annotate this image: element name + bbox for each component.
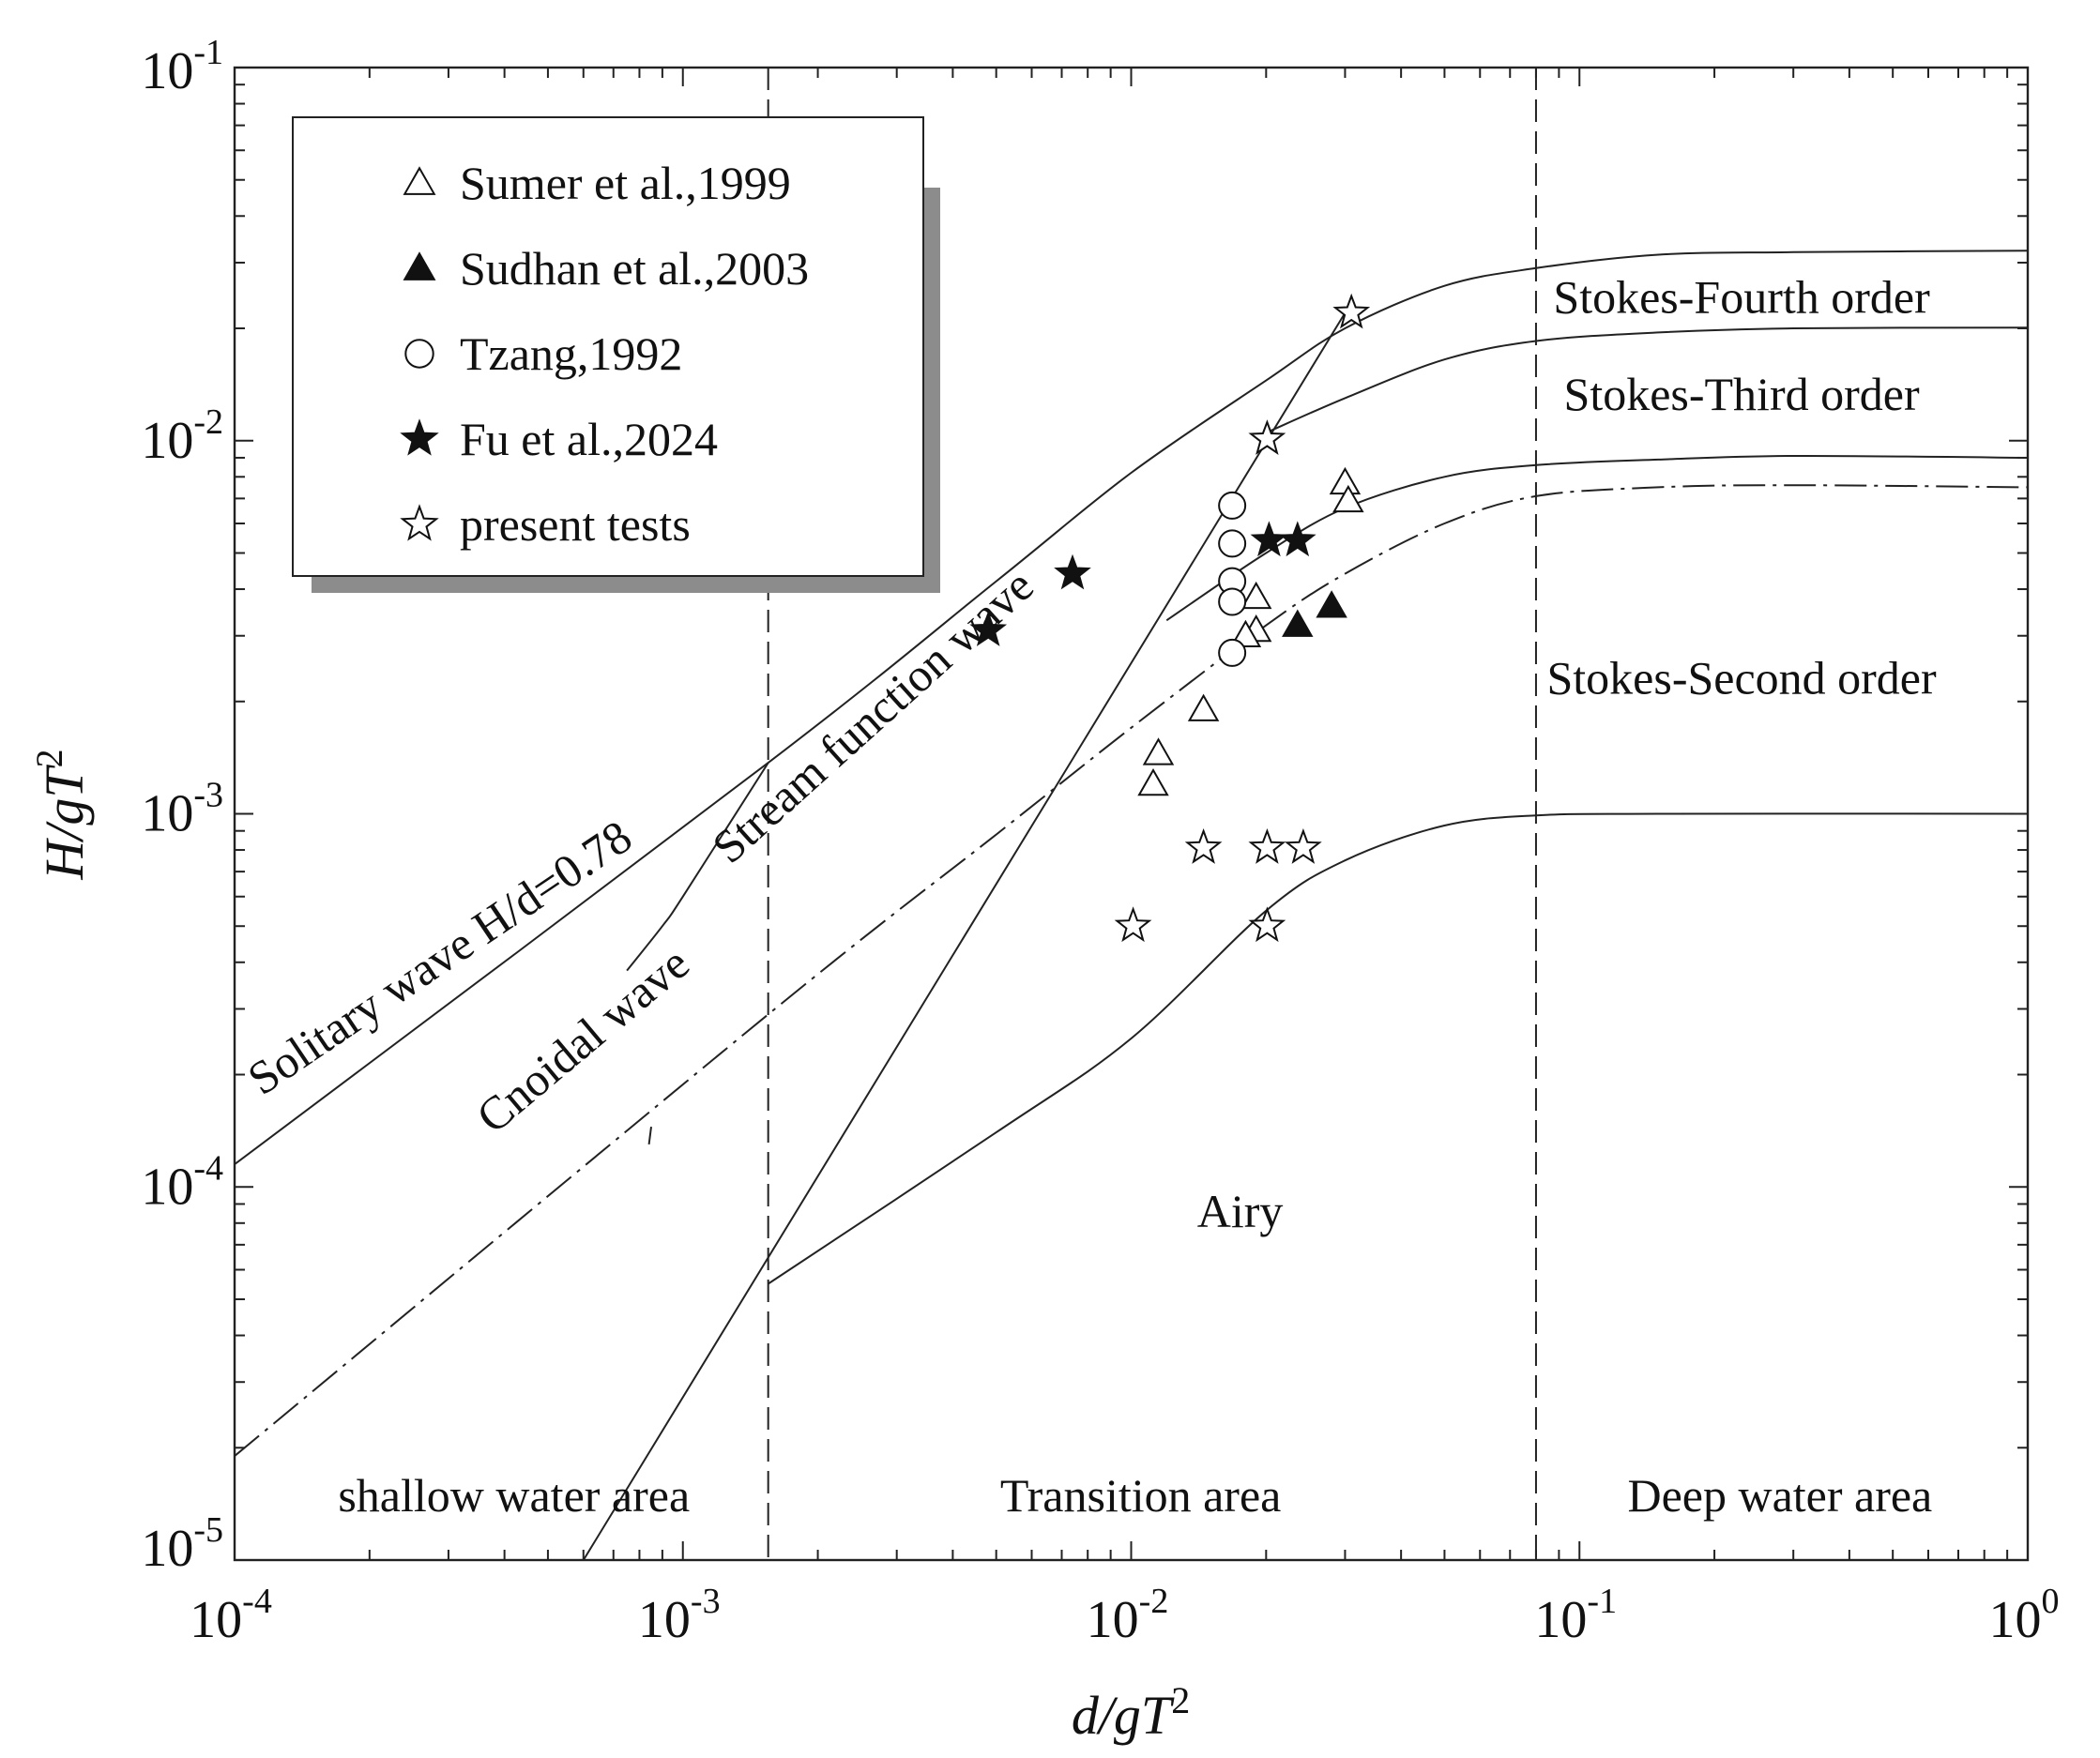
point-present-tests-2	[1184, 828, 1223, 864]
x-axis-label-sup: 2	[1171, 1679, 1190, 1721]
legend-label: present tests	[460, 498, 691, 551]
series-fu-et-al-2024	[969, 521, 1316, 646]
point-present-tests-0	[1332, 293, 1371, 329]
annotation-cnoidal-wave: Cnoidal wave	[466, 936, 699, 1144]
legend-entries: Sumer et al.,1999 Sudhan et al.,2003 Tzang…	[400, 157, 809, 551]
annotation-stokes-third-order: Stokes-Third order	[1564, 368, 1920, 420]
curve-stokes-second-airy-boundary	[768, 812, 2028, 1285]
legend-marker-fu-et-al-2024	[400, 418, 439, 456]
legend-label: Sudhan et al.,2003	[460, 242, 809, 295]
y-tick-label-0: 10-5	[141, 1510, 223, 1578]
point-fu-et-al-2024-2	[1250, 521, 1288, 557]
x-tick-label-3: 10-1	[1534, 1582, 1617, 1649]
x-tick-label-4: 100	[1989, 1582, 2060, 1649]
legend-item-sudhan-et-al-2003: Sudhan et al.,2003	[403, 242, 809, 295]
point-present-tests-6	[1248, 906, 1286, 943]
legend-marker-present-tests	[400, 504, 439, 541]
annotation-shallow-water-area: shallow water area	[338, 1469, 690, 1522]
legend-label: Tzang,1992	[460, 327, 682, 380]
series-tzang-1992	[1218, 491, 1247, 667]
boundary-lines-layer	[767, 68, 1537, 1560]
y-tick-label-1: 10-4	[141, 1148, 223, 1216]
point-sumer-et-al-1999-1	[1332, 484, 1364, 513]
point-tzang-1992-0	[1218, 491, 1247, 520]
curve-cnoidal-upper-segment	[626, 762, 769, 972]
series-sudhan-et-al-2003	[1282, 590, 1347, 637]
legend-item-fu-et-al-2024: Fu et al.,2024	[400, 413, 718, 465]
point-sudhan-et-al-2003-1	[1316, 590, 1347, 618]
legend-box	[292, 116, 924, 577]
legend: Sumer et al.,1999 Sudhan et al.,2003 Tzang…	[292, 116, 940, 593]
y-axis-label-sup: 2	[28, 749, 70, 767]
curve-stokes-fourth-third-boundary	[1265, 326, 2028, 434]
point-fu-et-al-2024-3	[1278, 521, 1316, 557]
point-present-tests-5	[1114, 906, 1152, 943]
legend-item-present-tests: present tests	[400, 498, 691, 551]
series-sumer-et-al-1999	[1137, 466, 1364, 796]
point-tzang-1992-4	[1218, 638, 1247, 667]
point-sudhan-et-al-2003-0	[1282, 609, 1314, 637]
legend-marker-sumer-et-al-1999	[403, 166, 436, 195]
legend-marker-tzang-1992	[404, 339, 434, 369]
y-tick-label-3: 10-2	[141, 402, 223, 470]
points-layer	[969, 293, 1371, 943]
legend-item-tzang-1992: Tzang,1992	[404, 327, 682, 380]
point-tzang-1992-3	[1218, 587, 1247, 616]
annotation-airy: Airy	[1197, 1185, 1284, 1237]
annotation-deep-water-area: Deep water area	[1627, 1469, 1932, 1522]
point-fu-et-al-2024-0	[969, 611, 1008, 646]
series-present-tests	[1114, 293, 1371, 943]
point-sumer-et-al-1999-7	[1137, 767, 1169, 796]
annotation-stokes-fourth-order: Stokes-Fourth order	[1553, 271, 1930, 324]
curve-cnoidal-lower-tick	[647, 1126, 652, 1145]
point-sumer-et-al-1999-5	[1187, 693, 1220, 721]
ticks-layer	[234, 68, 2028, 1561]
point-sumer-et-al-1999-4	[1229, 619, 1262, 647]
annotation-stream-function-wave: Stream function wave	[702, 559, 1043, 873]
y-axis-label: H/gT2	[28, 749, 95, 880]
curve-solitary-wave-h-d-0-78	[235, 250, 2028, 1165]
y-tick-label-2: 10-3	[141, 776, 223, 843]
point-sumer-et-al-1999-0	[1329, 466, 1362, 495]
x-tick-label-0: 10-4	[190, 1582, 272, 1649]
point-sumer-et-al-1999-6	[1142, 737, 1175, 765]
annotation-transition-area: Transition area	[1000, 1469, 1282, 1522]
y-tick-label-4: 10-1	[141, 33, 223, 100]
x-tick-label-1: 10-3	[638, 1582, 721, 1649]
point-tzang-1992-1	[1218, 529, 1247, 558]
x-tick-label-2: 10-2	[1087, 1582, 1169, 1649]
x-axis-label: d/gT2	[1072, 1679, 1190, 1746]
point-present-tests-1	[1248, 419, 1286, 455]
point-present-tests-4	[1284, 828, 1322, 864]
legend-item-sumer-et-al-1999: Sumer et al.,1999	[403, 157, 791, 209]
annotation-stokes-second-order: Stokes-Second order	[1546, 651, 1937, 704]
point-fu-et-al-2024-1	[1054, 553, 1091, 590]
point-present-tests-3	[1248, 828, 1286, 864]
legend-label: Sumer et al.,1999	[460, 157, 791, 209]
curve-breaking-limit-dash-dot	[235, 484, 2028, 1457]
point-sumer-et-al-1999-2	[1240, 581, 1272, 610]
legend-label: Fu et al.,2024	[460, 413, 718, 465]
legend-marker-sudhan-et-al-2003	[403, 251, 436, 280]
